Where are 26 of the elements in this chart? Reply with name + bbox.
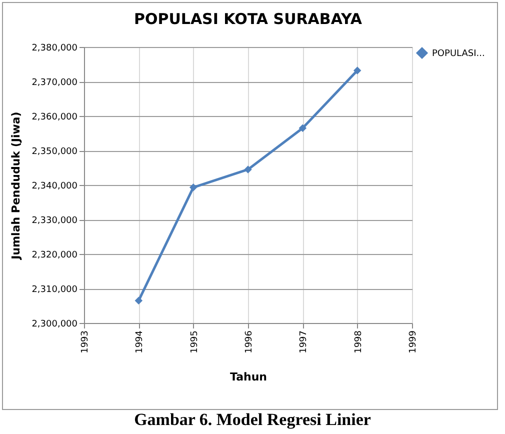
x-axis-title: Tahun xyxy=(230,370,268,384)
y-tick-label: 2,360,000 xyxy=(32,112,78,122)
x-tick-label: 1998 xyxy=(354,330,364,354)
x-tick-label: 1999 xyxy=(408,330,418,354)
point xyxy=(244,166,252,174)
chart-title: POPULASI KOTA SURABAYA xyxy=(134,10,362,28)
x-tick-label: 1997 xyxy=(299,330,310,354)
y-tick-label: 2,350,000 xyxy=(32,147,78,157)
point xyxy=(298,124,307,132)
y-axis-title: Jumlah Penduduk (Jiwa) xyxy=(10,112,23,260)
x-tick-label: 1995 xyxy=(190,330,200,354)
y-tick-label: 2,300,000 xyxy=(32,320,78,330)
x-tick-label: 1994 xyxy=(135,330,146,354)
text: Gambar 6. Model Regresi Linier xyxy=(133,410,372,430)
y-tick-label: 2,330,000 xyxy=(32,216,78,226)
x-tick-label: 1993 xyxy=(80,330,90,354)
legend-label: POPULASI... xyxy=(432,49,485,59)
y-tick-label: 2,320,000 xyxy=(32,250,78,260)
y-tick-label: 2,370,000 xyxy=(32,78,78,88)
y-tick-label: 2,310,000 xyxy=(32,285,78,295)
y-tick-label: 2,380,000 xyxy=(32,44,78,54)
point xyxy=(134,296,143,304)
point xyxy=(189,184,198,192)
point xyxy=(353,66,362,74)
y-tick-label: 2,340,000 xyxy=(32,182,78,192)
x-tick-label: 1996 xyxy=(244,330,254,354)
